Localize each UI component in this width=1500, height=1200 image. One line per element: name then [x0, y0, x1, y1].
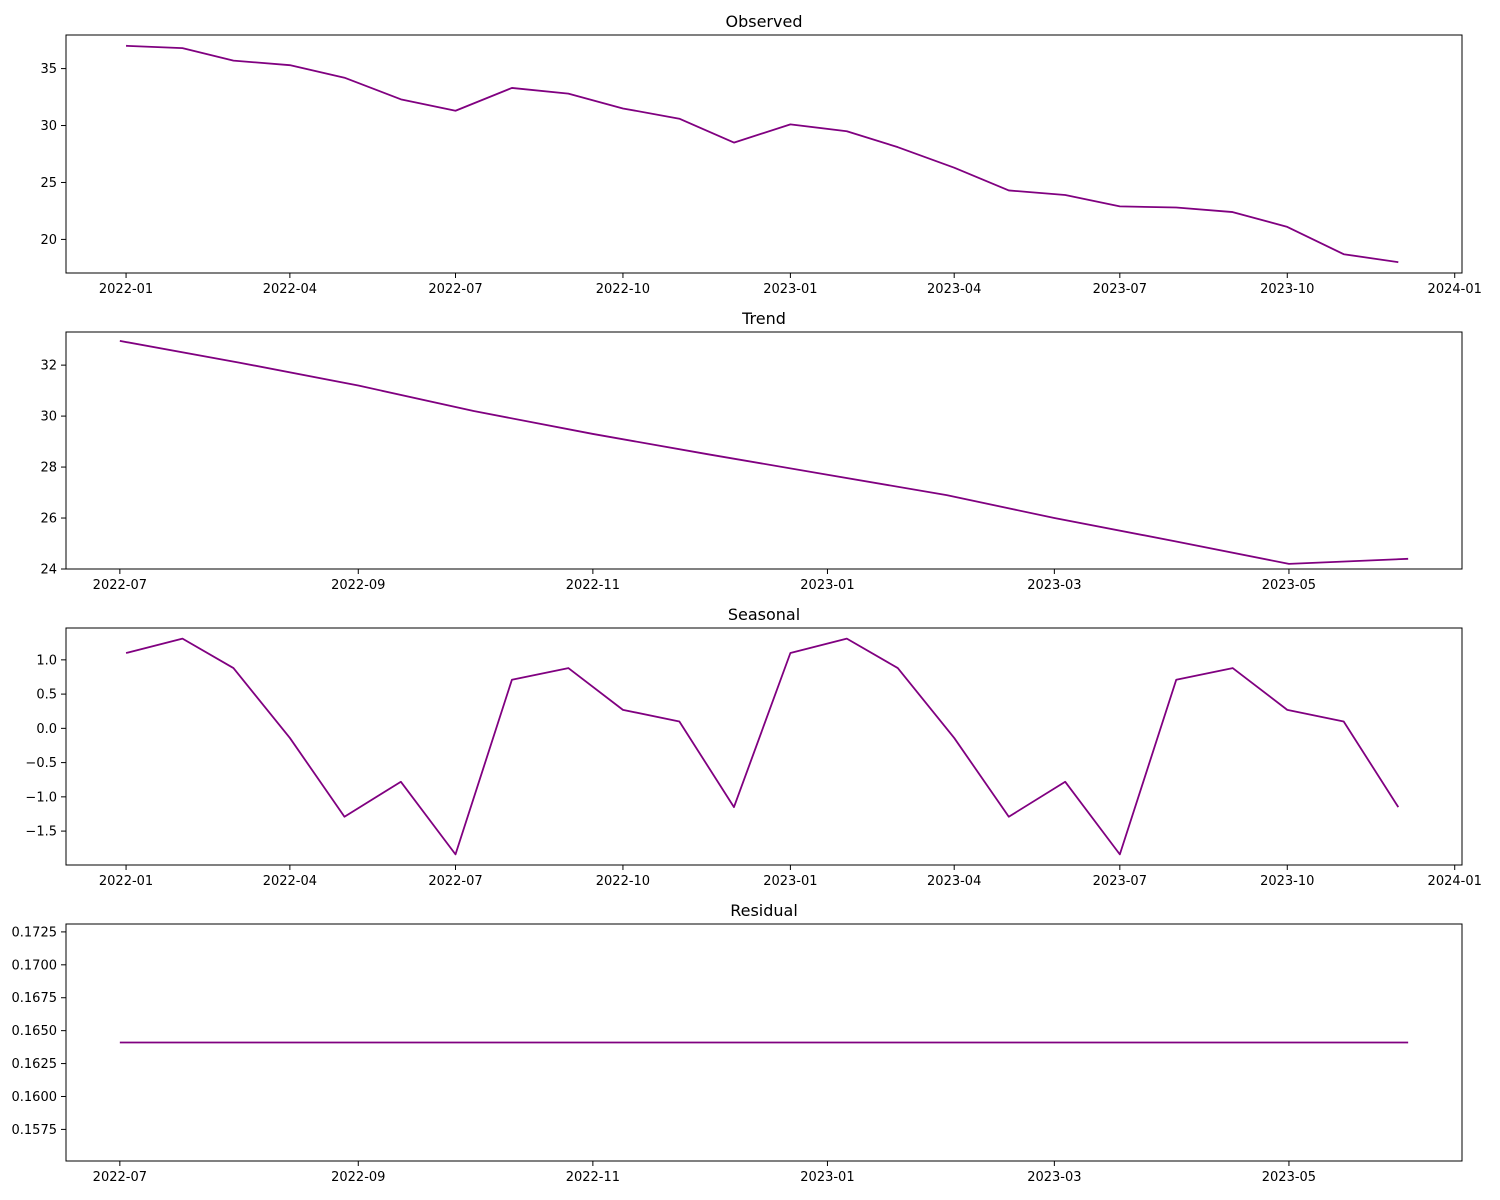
- observed-panel: Observed 2022-01 2022-04 2022-07 2022-10 2023…: [40, 12, 1481, 297]
- trend-y-tick-label: 32: [40, 359, 57, 374]
- seasonal-x-tick-label: 2023-04: [927, 874, 981, 889]
- seasonal-x-tick-label: 2024-01: [1428, 874, 1482, 889]
- residual-y-tick-label: 0.1700: [12, 958, 58, 973]
- residual-x-tick-label: 2022-09: [331, 1170, 385, 1185]
- trend-title: Trend: [741, 309, 786, 328]
- residual-x-tick-label: 2022-07: [93, 1170, 147, 1185]
- residual-y-tick-label: 0.1600: [12, 1090, 58, 1105]
- seasonal-x-tick-label: 2022-10: [596, 874, 650, 889]
- residual-y-tick-label: 0.1725: [12, 925, 58, 940]
- seasonal-panel: Seasonal 2022-01 2022-04 2022-07 2022-10 2023…: [25, 605, 1481, 889]
- seasonal-x-tick-label: 2023-10: [1260, 874, 1314, 889]
- trend-panel: Trend 2022-07 2022-09 2022-11 2023-01 2023-03…: [40, 309, 1463, 593]
- residual-y-tick-label: 0.1675: [12, 991, 58, 1006]
- residual-axes-frame: [65, 923, 1463, 1162]
- residual-x-tick-label: 2023-01: [800, 1170, 854, 1185]
- observed-x-tick-label: 2023-04: [927, 282, 981, 297]
- trend-series-line: [119, 340, 1409, 565]
- observed-x-tick-label: 2022-04: [263, 282, 317, 297]
- seasonal-x-tick-label: 2022-04: [263, 874, 317, 889]
- observed-x-tick-label: 2023-07: [1093, 282, 1147, 297]
- residual-title: Residual: [730, 901, 798, 920]
- seasonal-x-tick-label: 2023-01: [763, 874, 817, 889]
- observed-x-tick-label: 2022-01: [99, 282, 153, 297]
- trend-y-tick-label: 28: [40, 461, 57, 476]
- seasonal-y-tick-label: 0.5: [36, 688, 57, 703]
- trend-x-tick-label: 2023-01: [800, 578, 854, 593]
- observed-x-tick-label: 2023-10: [1260, 282, 1314, 297]
- seasonal-y-tick-label: −0.5: [25, 756, 57, 771]
- observed-x-tick-label: 2022-07: [428, 282, 482, 297]
- trend-x-tick-label: 2022-09: [331, 578, 385, 593]
- observed-x-tick-label: 2022-10: [596, 282, 650, 297]
- seasonal-series-line: [125, 637, 1400, 856]
- observed-x-tick-label: 2024-01: [1428, 282, 1482, 297]
- observed-y-tick-label: 30: [40, 119, 57, 134]
- observed-series-line: [126, 44, 1399, 264]
- seasonal-y-tick-label: −1.5: [25, 825, 57, 840]
- residual-y-tick-label: 0.1575: [12, 1123, 58, 1138]
- seasonal-y-tick-label: 1.0: [36, 653, 57, 668]
- residual-y-tick-label: 0.1650: [12, 1024, 58, 1039]
- seasonal-x-tick-label: 2022-01: [99, 874, 153, 889]
- residual-panel: Residual 2022-07 2022-09 2022-11 2023-01 2023…: [12, 901, 1463, 1185]
- observed-x-tick-label: 2023-01: [763, 282, 817, 297]
- residual-x-tick-label: 2022-11: [566, 1170, 620, 1185]
- residual-y-tick-label: 0.1625: [12, 1057, 58, 1072]
- observed-axes-frame: [65, 34, 1463, 274]
- seasonal-y-tick-label: −1.0: [25, 790, 57, 805]
- trend-x-tick-label: 2023-05: [1262, 578, 1316, 593]
- trend-y-tick-label: 26: [40, 512, 57, 527]
- seasonal-title: Seasonal: [728, 605, 800, 624]
- trend-axes-frame: [65, 331, 1463, 570]
- trend-x-tick-label: 2022-07: [93, 578, 147, 593]
- seasonal-x-tick-label: 2023-07: [1093, 874, 1147, 889]
- trend-y-tick-label: 24: [40, 563, 57, 578]
- seasonal-y-tick-label: 0.0: [36, 722, 57, 737]
- seasonal-axes-frame: [65, 627, 1463, 866]
- observed-title: Observed: [726, 12, 803, 31]
- observed-y-tick-label: 25: [40, 176, 57, 191]
- residual-x-tick-label: 2023-03: [1027, 1170, 1081, 1185]
- observed-y-tick-label: 20: [40, 233, 57, 248]
- seasonal-x-tick-label: 2022-07: [428, 874, 482, 889]
- trend-y-tick-label: 30: [40, 410, 57, 425]
- residual-x-tick-label: 2023-05: [1262, 1170, 1316, 1185]
- observed-y-tick-label: 35: [40, 62, 57, 77]
- trend-x-tick-label: 2023-03: [1027, 578, 1081, 593]
- trend-x-tick-label: 2022-11: [566, 578, 620, 593]
